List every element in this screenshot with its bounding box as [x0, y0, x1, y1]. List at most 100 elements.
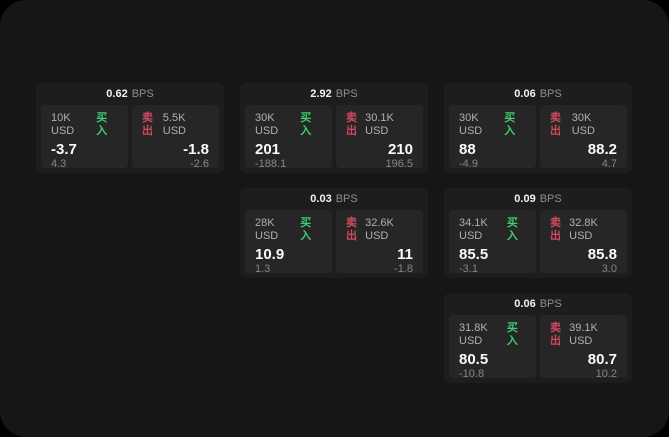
- sell-amount: 30.1K USD: [365, 112, 394, 137]
- panels-row: 30K USD 买入 201 -188.1 卖出 30.1K USD 210 1…: [240, 105, 428, 173]
- buy-amount: 30K USD: [255, 112, 279, 137]
- quote-card: 0.03 BPS 28K USD 买入 10.9 1.3 卖出 32.6K US…: [240, 188, 428, 278]
- buy-value: 10.9: [255, 246, 285, 263]
- bps-unit: BPS: [335, 193, 358, 205]
- sell-panel[interactable]: 卖出 30K USD 88.2 4.7: [540, 105, 627, 170]
- buy-label: 买入: [506, 217, 518, 242]
- buy-label: 买入: [300, 112, 312, 137]
- panels-row: 30K USD 买入 88 -4.9 卖出 30K USD 88.2 4.7: [444, 105, 632, 173]
- buy-label-row: 34.1K USD 买入: [459, 217, 526, 243]
- buy-sub-value: -10.8: [459, 368, 485, 380]
- sell-amount: 32.8K USD: [569, 217, 598, 242]
- buy-value: 88: [459, 141, 476, 158]
- sell-sub-value: -2.6: [190, 158, 209, 170]
- buy-sub-value: -3.1: [459, 263, 478, 275]
- buy-label-row: 30K USD 买入: [255, 112, 322, 138]
- buy-amount: 28K USD: [255, 217, 279, 242]
- buy-panel[interactable]: 10K USD 买入 -3.7 4.3: [41, 105, 128, 170]
- sell-sub-value: 10.2: [595, 368, 617, 380]
- bps-header: 0.06 BPS: [444, 83, 632, 105]
- bps-header: 0.06 BPS: [444, 293, 632, 315]
- sell-value: 210: [387, 141, 413, 158]
- sell-value: 80.7: [587, 351, 617, 368]
- quote-card: 0.06 BPS 31.8K USD 买入 80.5 -10.8 卖出 39.1…: [444, 293, 632, 383]
- sell-label-row: 卖出 30K USD: [550, 112, 617, 138]
- panels-row: 34.1K USD 买入 85.5 -3.1 卖出 32.8K USD 85.8…: [444, 210, 632, 278]
- panels-row: 31.8K USD 买入 80.5 -10.8 卖出 39.1K USD 80.…: [444, 315, 632, 383]
- sell-label-row: 卖出 30.1K USD: [346, 112, 413, 138]
- buy-label-row: 28K USD 买入: [255, 217, 322, 243]
- sell-label-row: 卖出 32.6K USD: [346, 217, 413, 243]
- sell-label: 卖出: [550, 322, 561, 347]
- sell-label: 卖出: [550, 217, 561, 242]
- sell-sub-value: 3.0: [601, 263, 617, 275]
- quote-card: 0.06 BPS 30K USD 买入 88 -4.9 卖出 30K USD: [444, 83, 632, 173]
- buy-value: 201: [255, 141, 281, 158]
- sell-label: 卖出: [142, 112, 153, 137]
- panels-row: 10K USD 买入 -3.7 4.3 卖出 5.5K USD -1.8 -2.…: [36, 105, 224, 173]
- buy-value: 80.5: [459, 351, 489, 368]
- sell-amount: 30K USD: [571, 112, 595, 137]
- bps-header: 0.62 BPS: [36, 83, 224, 105]
- buy-panel[interactable]: 30K USD 买入 88 -4.9: [449, 105, 536, 170]
- buy-label: 买入: [504, 112, 516, 137]
- sell-label-row: 卖出 5.5K USD: [142, 112, 209, 138]
- sell-label-row: 卖出 32.8K USD: [550, 217, 617, 243]
- buy-label: 买入: [506, 322, 518, 347]
- buy-sub-value: -4.9: [459, 158, 478, 170]
- sell-panel[interactable]: 卖出 5.5K USD -1.8 -2.6: [132, 105, 219, 170]
- bps-header: 0.09 BPS: [444, 188, 632, 210]
- buy-label-row: 10K USD 买入: [51, 112, 118, 138]
- bps-value: 0.06: [514, 88, 536, 100]
- bps-value: 0.09: [514, 193, 536, 205]
- panels-row: 28K USD 买入 10.9 1.3 卖出 32.6K USD 11 -1.8: [240, 210, 428, 278]
- buy-value: 85.5: [459, 246, 489, 263]
- bps-header: 2.92 BPS: [240, 83, 428, 105]
- quote-card: 0.62 BPS 10K USD 买入 -3.7 4.3 卖出 5.5K USD: [36, 83, 224, 173]
- sell-value: -1.8: [183, 141, 209, 158]
- buy-label: 买入: [96, 112, 108, 137]
- buy-panel[interactable]: 30K USD 买入 201 -188.1: [245, 105, 332, 170]
- quote-cards-grid: 0.62 BPS 10K USD 买入 -3.7 4.3 卖出 5.5K USD: [36, 83, 632, 383]
- sell-amount: 32.6K USD: [365, 217, 394, 242]
- buy-sub-value: 4.3: [51, 158, 67, 170]
- bps-unit: BPS: [539, 298, 562, 310]
- sell-label: 卖出: [346, 217, 357, 242]
- buy-panel[interactable]: 34.1K USD 买入 85.5 -3.1: [449, 210, 536, 275]
- sell-value: 88.2: [587, 141, 617, 158]
- sell-value: 11: [397, 246, 413, 263]
- sell-sub-value: 196.5: [385, 158, 413, 170]
- buy-sub-value: -188.1: [255, 158, 287, 170]
- sell-label: 卖出: [346, 112, 357, 137]
- buy-sub-value: 1.3: [255, 263, 271, 275]
- sell-amount: 39.1K USD: [569, 322, 598, 347]
- sell-label-row: 卖出 39.1K USD: [550, 322, 617, 348]
- buy-label-row: 31.8K USD 买入: [459, 322, 526, 348]
- buy-amount: 31.8K USD: [459, 322, 488, 347]
- sell-sub-value: 4.7: [601, 158, 617, 170]
- buy-amount: 10K USD: [51, 112, 75, 137]
- buy-label: 买入: [300, 217, 312, 242]
- bps-unit: BPS: [539, 88, 562, 100]
- bps-value: 0.06: [514, 298, 536, 310]
- sell-panel[interactable]: 卖出 32.6K USD 11 -1.8: [336, 210, 423, 275]
- bps-value: 0.62: [106, 88, 128, 100]
- bps-header: 0.03 BPS: [240, 188, 428, 210]
- sell-panel[interactable]: 卖出 32.8K USD 85.8 3.0: [540, 210, 627, 275]
- bps-unit: BPS: [131, 88, 154, 100]
- buy-panel[interactable]: 28K USD 买入 10.9 1.3: [245, 210, 332, 275]
- buy-label-row: 30K USD 买入: [459, 112, 526, 138]
- buy-amount: 34.1K USD: [459, 217, 488, 242]
- buy-panel[interactable]: 31.8K USD 买入 80.5 -10.8: [449, 315, 536, 380]
- sell-panel[interactable]: 卖出 39.1K USD 80.7 10.2: [540, 315, 627, 380]
- buy-amount: 30K USD: [459, 112, 483, 137]
- bps-unit: BPS: [539, 193, 562, 205]
- bps-unit: BPS: [335, 88, 358, 100]
- sell-panel[interactable]: 卖出 30.1K USD 210 196.5: [336, 105, 423, 170]
- bps-value: 0.03: [310, 193, 332, 205]
- buy-value: -3.7: [51, 141, 77, 158]
- quote-card: 2.92 BPS 30K USD 买入 201 -188.1 卖出 30.1K …: [240, 83, 428, 173]
- bps-value: 2.92: [310, 88, 332, 100]
- sell-label: 卖出: [550, 112, 561, 137]
